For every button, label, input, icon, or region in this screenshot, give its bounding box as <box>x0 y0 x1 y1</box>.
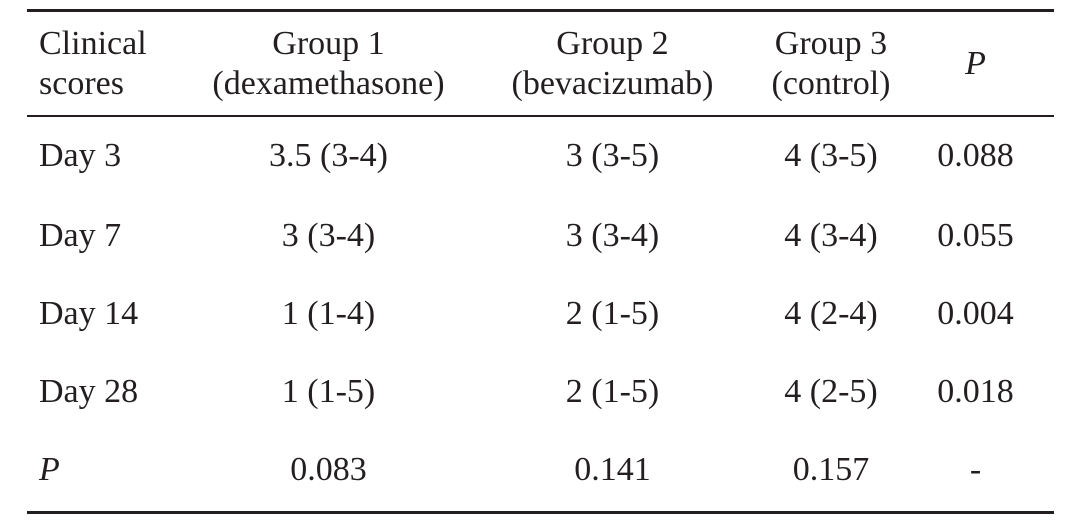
header-line: (dexamethasone) <box>212 64 445 102</box>
table-cell: 4 (3-4) <box>784 217 878 254</box>
table-cell: 1 (1-4) <box>281 295 376 332</box>
table-cell: 2 (1-5) <box>565 295 660 332</box>
header-line: (control) <box>771 64 891 102</box>
p-value-cell: 0.004 <box>937 295 1014 332</box>
header-clinical-scores: Clinical scores <box>27 12 197 115</box>
table-cell: 1 (1-5) <box>281 373 376 410</box>
table-cell: 3 (3-4) <box>281 217 376 254</box>
bottom-rule <box>27 511 1054 514</box>
table-cell: 4 (2-5) <box>784 373 878 410</box>
header-group-1: Group 1 (dexamethasone) <box>197 12 460 115</box>
header-line: Group 1 <box>272 24 385 62</box>
table-cell: 0.141 <box>574 451 651 488</box>
table-cell: 4 (2-4) <box>784 295 878 332</box>
clinical-scores-table: Clinical scores Group 1 (dexamethasone) … <box>27 9 1054 515</box>
header-group-3: Group 3 (control) <box>765 12 897 115</box>
table-header: Clinical scores Group 1 (dexamethasone) … <box>27 12 1054 115</box>
header-line: scores <box>39 64 124 102</box>
data-table: Clinical scores Group 1 (dexamethasone) … <box>27 12 1054 509</box>
table-cell: 4 (3-5) <box>784 137 878 174</box>
p-value-cell: 0.018 <box>937 373 1014 410</box>
table-row: Day 7 3 (3-4) 3 (3-4) 4 (3-4) 0.055 <box>27 197 1054 275</box>
table-row: Day 28 1 (1-5) 2 (1-5) 4 (2-5) 0.018 <box>27 353 1054 431</box>
table-cell: 3 (3-4) <box>565 217 660 254</box>
header-row: Clinical scores Group 1 (dexamethasone) … <box>27 12 1054 115</box>
row-label: Day 3 <box>39 137 122 174</box>
header-line: Group 2 <box>556 24 669 62</box>
table-cell: 0.157 <box>792 451 870 488</box>
header-p-value: P <box>897 12 1054 115</box>
table-cell: 2 (1-5) <box>565 373 660 410</box>
row-label: Day 7 <box>39 217 122 254</box>
p-value-cell: - <box>969 451 982 488</box>
table-row: P 0.083 0.141 0.157 - <box>27 431 1054 509</box>
header-line: Group 3 <box>774 24 888 62</box>
header-rule <box>27 115 1054 117</box>
header-line: (bevacizumab) <box>511 64 714 102</box>
row-label: P <box>39 451 60 488</box>
table-row: Day 14 1 (1-4) 2 (1-5) 4 (2-4) 0.004 <box>27 275 1054 353</box>
header-line: P <box>965 44 986 82</box>
table-cell: 3 (3-5) <box>565 137 660 174</box>
row-label: Day 14 <box>39 295 139 332</box>
table-body: Day 3 3.5 (3-4) 3 (3-5) 4 (3-5) 0.088 Day 7 3 … <box>27 115 1054 509</box>
header-line: Clinical <box>39 24 147 62</box>
table-cell: 3.5 (3-4) <box>269 137 388 174</box>
p-value-cell: 0.088 <box>937 137 1014 174</box>
table-row: Day 3 3.5 (3-4) 3 (3-5) 4 (3-5) 0.088 <box>27 115 1054 197</box>
header-group-2: Group 2 (bevacizumab) <box>460 12 765 115</box>
top-rule <box>27 9 1054 12</box>
table-cell: 0.083 <box>290 451 367 488</box>
p-value-cell: 0.055 <box>937 217 1014 254</box>
row-label: Day 28 <box>39 373 139 410</box>
